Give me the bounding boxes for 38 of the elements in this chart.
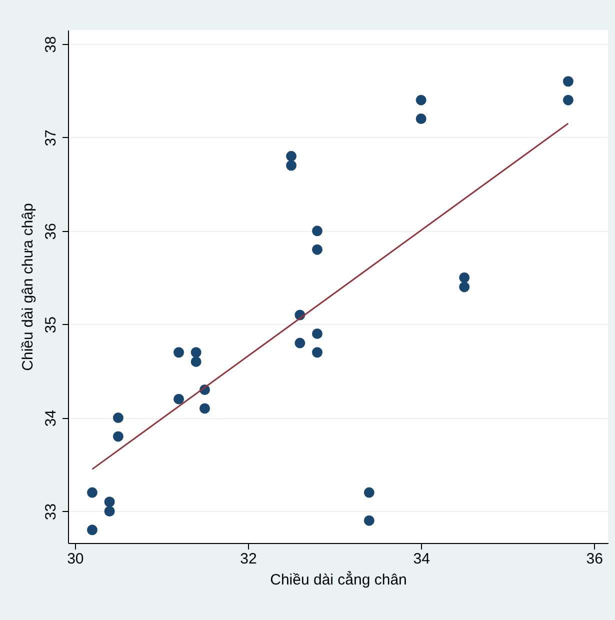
point: [364, 487, 374, 498]
point: [312, 226, 322, 236]
y-tick-label: 38: [42, 36, 60, 53]
x-axis-title: Chiều dài cẳng chân: [270, 570, 407, 588]
y-tick-label: 37: [42, 130, 60, 146]
point: [416, 114, 426, 124]
point: [416, 94, 426, 106]
point: [312, 328, 322, 339]
point: [286, 150, 297, 162]
point: [312, 244, 322, 255]
point: [174, 394, 184, 404]
y-tick-label: 36: [42, 223, 60, 240]
y-tick-label: 34: [42, 410, 60, 427]
point: [286, 160, 297, 171]
point: [199, 403, 210, 414]
point: [459, 272, 470, 283]
x-tick-label: 36: [586, 550, 603, 568]
point: [112, 412, 124, 424]
x-tick-label: 34: [413, 550, 430, 568]
y-axis-title: Chiều dài gân chưa chập: [20, 203, 36, 371]
point: [104, 496, 115, 508]
point: [190, 356, 202, 367]
point: [104, 506, 115, 516]
point: [562, 76, 574, 87]
point: [86, 487, 98, 498]
point: [190, 347, 202, 358]
x-tick-label: 32: [240, 550, 257, 568]
point: [562, 94, 574, 106]
point: [86, 524, 98, 536]
point: [112, 431, 124, 442]
point: [364, 515, 374, 526]
point: [294, 338, 306, 348]
point: [174, 347, 184, 358]
y-tick-label: 33: [42, 503, 60, 520]
point: [312, 347, 322, 358]
y-tick-label: 35: [42, 316, 60, 334]
point: [459, 282, 470, 292]
x-tick-label: 30: [67, 550, 84, 568]
